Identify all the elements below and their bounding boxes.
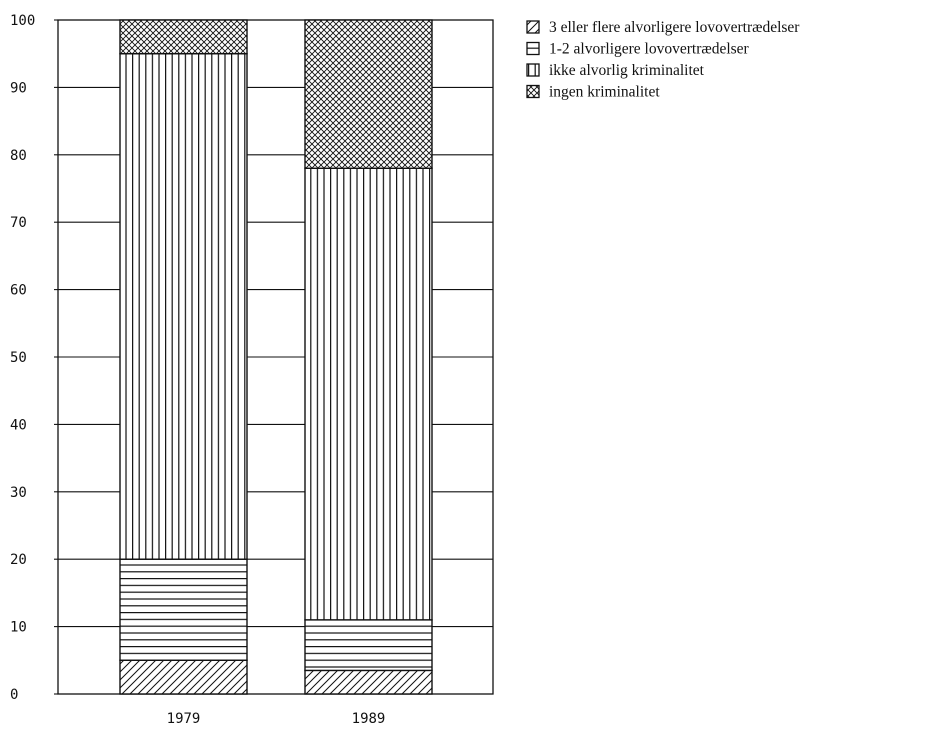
y-tick-label-10: 10 (10, 620, 27, 636)
legend: 3 eller flere alvorligere lovovertrædels… (526, 19, 800, 101)
legend-swatch-1 (526, 20, 540, 34)
bar-1989-segment-1 (304, 669, 433, 695)
x-axis: 1979 1989 (167, 711, 386, 727)
y-tick-label-80: 80 (10, 148, 27, 164)
y-tick-label-100: 100 (10, 13, 35, 29)
y-tick-label-0: 0 (10, 687, 18, 703)
y-axis: 0 10 20 30 40 50 60 70 80 90 100 (10, 13, 58, 703)
legend-label-4: ingen kriminalitet (549, 84, 660, 101)
legend-label-3: ikke alvorlig kriminalitet (549, 62, 705, 79)
bar-1989-segment-3 (304, 167, 433, 621)
bar-1979-segment-4 (119, 19, 248, 55)
bar-1979-segment-1 (119, 659, 248, 695)
y-tick-label-30: 30 (10, 485, 27, 501)
bars (119, 19, 433, 695)
legend-swatch-3 (526, 63, 540, 77)
y-tick-label-90: 90 (10, 80, 27, 96)
y-tick-label-50: 50 (10, 350, 27, 366)
legend-label-2: 1-2 alvorligere lovovertrædelser (549, 41, 750, 58)
legend-swatch-4 (526, 84, 540, 99)
y-tick-label-60: 60 (10, 283, 27, 299)
x-tick-label-1979: 1979 (167, 711, 201, 727)
y-tick-label-20: 20 (10, 552, 27, 568)
x-tick-label-1989: 1989 (352, 711, 386, 727)
legend-label-1: 3 eller flere alvorligere lovovertrædels… (549, 19, 800, 36)
legend-swatch-2 (526, 41, 540, 56)
bar-1989-segment-4 (304, 19, 433, 169)
bar-1989-segment-2 (304, 619, 433, 672)
bar-1979-segment-3 (119, 53, 248, 560)
bar-1979-segment-2 (119, 558, 248, 662)
y-tick-label-40: 40 (10, 417, 27, 433)
y-tick-label-70: 70 (10, 215, 27, 231)
